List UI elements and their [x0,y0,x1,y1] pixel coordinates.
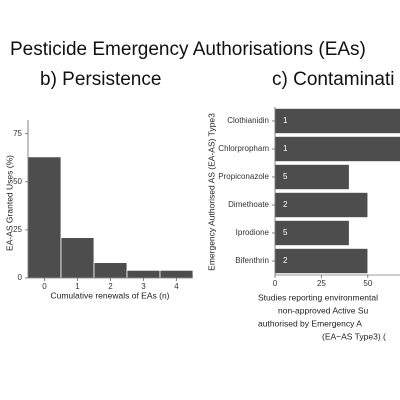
x-axis-title-line: non-approved Active Su [278,305,369,315]
y-tick-label: Propiconazole [218,172,269,181]
panel-title: c) Contaminati [272,69,395,90]
bar-label: 5 [283,172,288,181]
x-axis-title-line: authorised by Emergency A [258,318,362,328]
x-tick-label: 25 [317,279,326,288]
figure-title: Pesticide Emergency Authorisations (EAs) [10,39,366,60]
x-tick-label: 0 [42,282,47,291]
y-tick-label: 25 [13,225,22,234]
y-tick-label: 50 [13,177,22,186]
bar [60,237,95,279]
bar [274,163,350,190]
x-tick-label: 1 [75,282,80,291]
x-tick-label: 50 [363,279,372,288]
x-tick-label: 3 [141,282,146,291]
bar [27,156,62,279]
bar-label: 5 [283,228,288,237]
x-tick-label: 0 [273,279,278,288]
bar [159,269,194,279]
panel-title: b) Persistence [40,69,161,90]
y-tick-label: Dimethoate [228,200,269,209]
bar [274,108,400,135]
y-axis-title: EA-AS Granted Uses (%) [4,155,14,251]
bar [274,191,369,218]
x-axis-title-line: Studies reporting environmental [258,292,378,302]
y-tick-label: Chlorpropham [218,144,269,153]
bar-label: 2 [283,200,288,209]
y-tick-label: 75 [13,129,22,138]
x-axis-title-line: (EA−AS Type3) ( [322,331,386,341]
y-tick-label: Bifenthrin [235,256,269,265]
x-axis-title: Cumulative renewals of EAs (n) [50,290,169,300]
x-tick-label: 2 [108,282,113,291]
y-tick-label: Clothianidin [227,116,269,125]
bar-label: 2 [283,256,288,265]
x-tick-label: 4 [174,282,179,291]
y-tick-label: Iprodione [236,228,270,237]
bar [274,135,400,162]
y-tick-label: 0 [18,273,23,282]
bar-label: 1 [283,116,288,125]
bar [274,219,350,246]
y-axis-title: Emergency Authorised AS (EA-AS) Type3 [206,113,216,271]
bar [93,262,128,279]
bar-label: 1 [283,144,288,153]
bar [126,269,161,279]
bar [274,247,369,274]
